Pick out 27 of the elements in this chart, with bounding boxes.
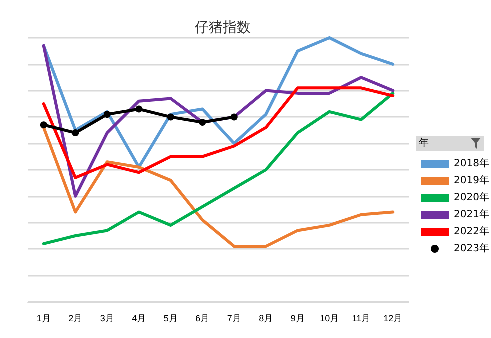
x-tick-label: 10月 xyxy=(320,314,340,324)
x-tick-label: 11月 xyxy=(352,314,371,324)
point xyxy=(104,111,111,118)
point xyxy=(199,118,206,126)
x-tick-label: 9月 xyxy=(290,314,305,324)
point xyxy=(167,114,174,121)
x-tick-label: 3月 xyxy=(100,314,114,324)
point xyxy=(230,114,238,121)
chart-title: 仔猪指数 xyxy=(195,20,251,36)
legend-label: 2018年 xyxy=(454,158,490,170)
legend-label: 2019年 xyxy=(454,174,490,186)
legend-label: 2023年 xyxy=(454,242,490,254)
point xyxy=(136,106,143,113)
point xyxy=(72,130,80,137)
legend-label: 2021年 xyxy=(454,208,490,220)
x-tick-label: 7月 xyxy=(227,314,242,324)
x-tick-label: 6月 xyxy=(196,314,210,324)
x-tick-label: 8月 xyxy=(259,314,274,324)
legend-title: 年 xyxy=(419,138,429,149)
point xyxy=(40,122,48,129)
x-tick-label: 12月 xyxy=(384,314,403,324)
x-tick-label: 5月 xyxy=(164,314,178,324)
legend-label: 2020年 xyxy=(454,192,490,204)
x-tick-label: 1月 xyxy=(36,314,51,324)
x-tick-label: 4月 xyxy=(132,314,146,324)
x-tick-label: 2月 xyxy=(68,314,83,324)
legend-label: 2022年 xyxy=(454,226,490,238)
